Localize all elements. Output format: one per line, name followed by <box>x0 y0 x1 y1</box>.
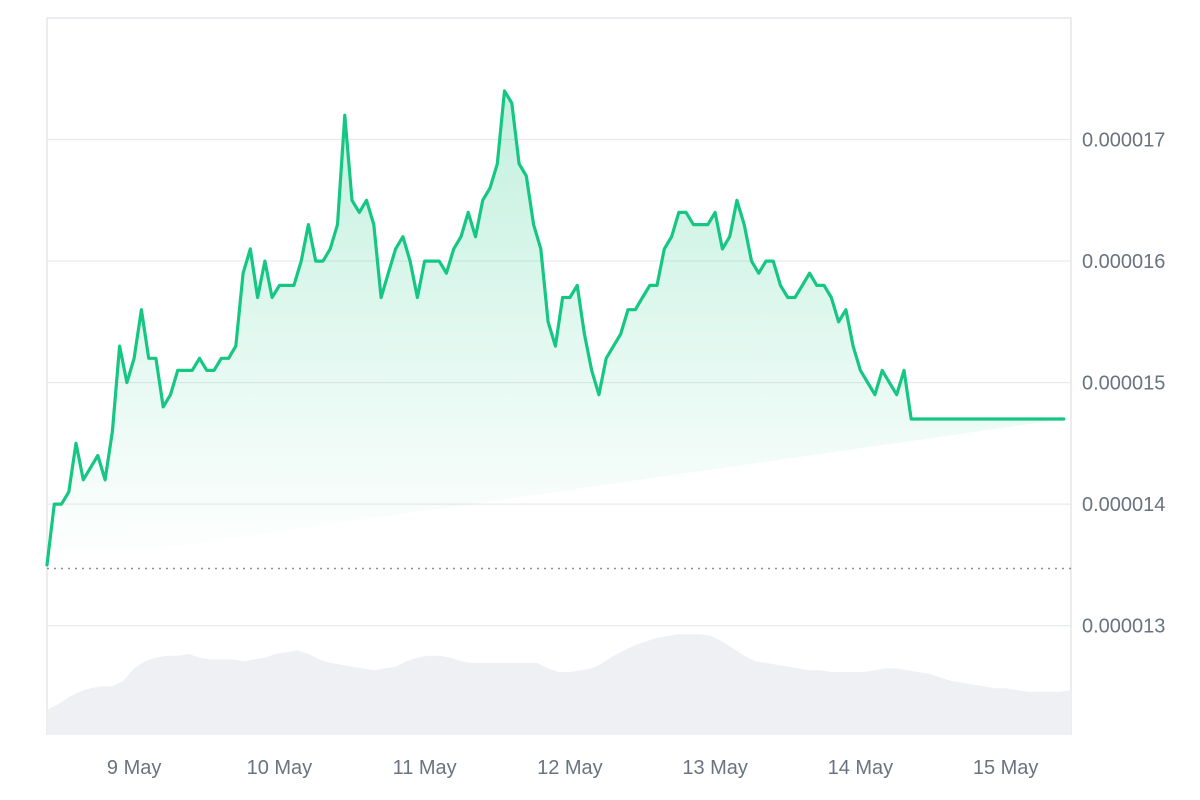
x-tick-label-2: 11 May <box>393 757 457 779</box>
price-area-shape <box>47 90 1064 565</box>
x-tick-label-1: 10 May <box>247 757 313 779</box>
y-axis-ticks: 0.000013 0.000014 0.000015 0.000016 0.000017 <box>1082 130 1165 638</box>
x-axis-ticks: 9 May 10 May 11 May 12 May 13 May 14 May 15 Ma… <box>107 757 1039 779</box>
x-tick-label-6: 15 May <box>973 757 1039 779</box>
y-tick-label-4: 0.000017 <box>1082 130 1165 152</box>
x-tick-label-0: 9 May <box>107 757 161 779</box>
volume-area <box>47 634 1071 735</box>
y-tick-label-3: 0.000016 <box>1082 251 1165 273</box>
price-line <box>45 89 1066 567</box>
x-tick-label-5: 14 May <box>828 757 894 779</box>
x-tick-label-4: 13 May <box>682 757 748 779</box>
y-tick-label-0: 0.000013 <box>1082 616 1165 638</box>
price-series-line <box>45 89 1066 567</box>
volume-shape <box>47 634 1071 735</box>
price-area-fill <box>47 90 1064 565</box>
y-tick-label-1: 0.000014 <box>1082 494 1165 516</box>
y-tick-label-2: 0.000015 <box>1082 373 1165 395</box>
plot-frame <box>46 17 1072 735</box>
x-tick-label-3: 12 May <box>537 757 603 779</box>
